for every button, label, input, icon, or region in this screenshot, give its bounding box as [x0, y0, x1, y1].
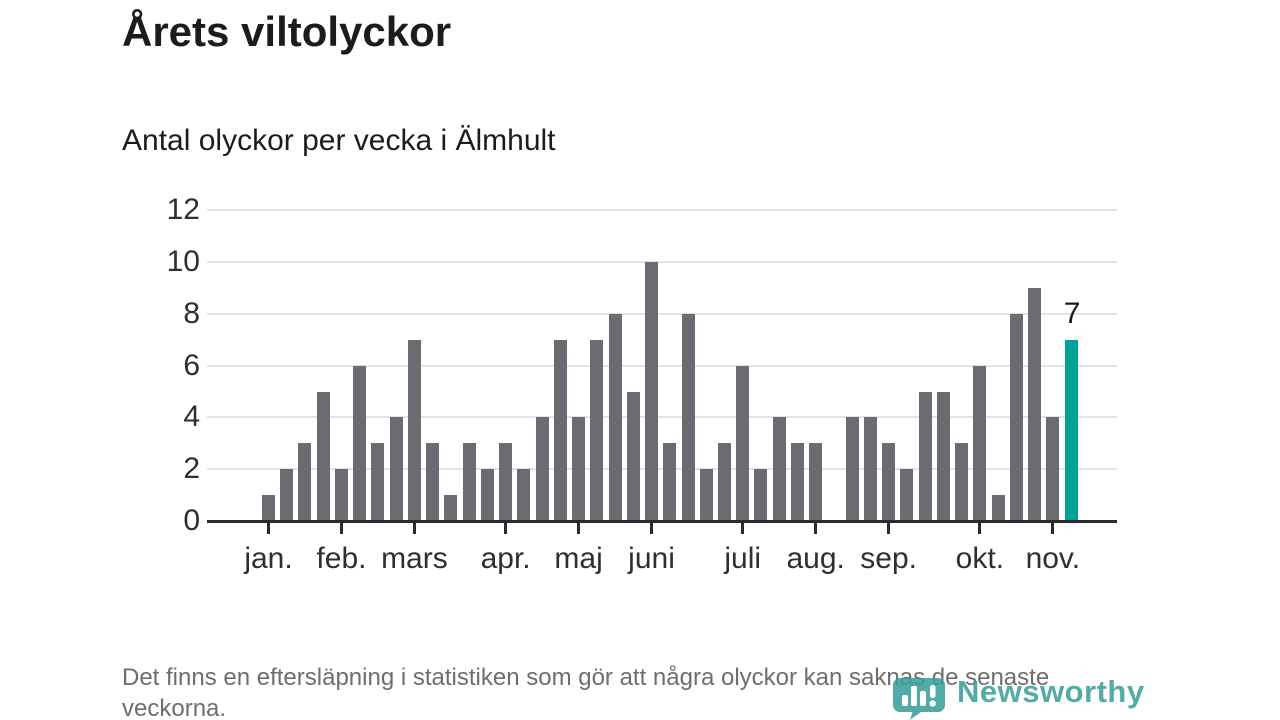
- gridline-12: [207, 209, 1117, 212]
- bar-week-31: [809, 443, 823, 521]
- bar-week-37: [918, 391, 932, 521]
- gridline-4: [207, 416, 1117, 419]
- x-axis-label-okt: okt.: [955, 542, 1005, 575]
- bar-week-9: [407, 339, 421, 521]
- y-axis-label-2: 2: [183, 452, 200, 486]
- bar-week-42: [1009, 313, 1023, 521]
- bar-week-39: [955, 443, 969, 521]
- gridline-6: [207, 364, 1117, 367]
- x-axis-label-sep: sep.: [860, 542, 918, 575]
- x-axis-tick-apr: [504, 523, 508, 534]
- bar-week-38: [936, 391, 950, 521]
- x-axis-tick-feb: [339, 523, 343, 534]
- bar-week-16: [535, 417, 549, 521]
- bar-week-10: [426, 443, 440, 521]
- x-axis-line: [207, 520, 1117, 523]
- x-axis-label-jan: jan.: [244, 542, 293, 575]
- bar-week-40: [973, 365, 987, 521]
- chart-subtitle: Antal olyckor per vecka i Älmhult: [122, 124, 556, 157]
- y-axis-label-10: 10: [166, 245, 200, 278]
- bar-week-22: [645, 262, 659, 521]
- bar-week-35: [882, 443, 896, 521]
- gridline-10: [207, 261, 1117, 263]
- bar-week-17: [553, 339, 567, 521]
- x-axis-tick-maj: [577, 523, 581, 534]
- y-axis-label-12: 12: [166, 193, 200, 227]
- bar-week-25: [699, 469, 713, 521]
- bar-week-34: [863, 417, 877, 521]
- x-axis-tick-juni: [650, 523, 654, 534]
- x-axis-tick-nov: [1051, 523, 1055, 534]
- bar-week-2: [280, 469, 294, 521]
- x-axis-label-juni: juni: [628, 542, 675, 575]
- last-bar-value-label: 7: [1063, 296, 1081, 330]
- bar-week-43: [1028, 287, 1042, 521]
- bar-week-4: [316, 391, 330, 521]
- bar-week-13: [480, 469, 494, 521]
- bar-week-24: [681, 313, 695, 521]
- y-axis-label-0: 0: [183, 504, 200, 537]
- bar-week-41: [991, 495, 1005, 521]
- bar-week-45: [1064, 339, 1078, 521]
- bar-week-30: [790, 443, 804, 521]
- bar-week-6: [353, 365, 367, 521]
- bar-week-20: [608, 313, 622, 521]
- y-axis-label-8: 8: [183, 296, 200, 330]
- bar-week-5: [334, 469, 348, 521]
- x-axis-tick-mars: [412, 523, 416, 534]
- page-title: Årets viltolyckor: [122, 8, 452, 55]
- x-axis-tick-jan: [267, 523, 270, 534]
- x-axis-label-nov: nov.: [1025, 542, 1081, 575]
- newsworthy-logo: Newsworthy: [893, 674, 1145, 720]
- x-axis-label-apr: apr.: [480, 542, 531, 575]
- x-axis-tick-aug: [814, 523, 818, 534]
- bar-week-7: [371, 443, 385, 521]
- bar-week-26: [718, 443, 731, 521]
- bar-week-33: [845, 417, 859, 521]
- bar-week-3: [298, 443, 312, 521]
- x-axis-label-maj: maj: [554, 542, 603, 575]
- x-axis-label-juli: juli: [724, 542, 762, 575]
- bar-week-11: [444, 495, 458, 521]
- newsworthy-logo-icon: [893, 678, 945, 720]
- y-axis-label-6: 6: [183, 348, 200, 382]
- bar-week-1: [262, 495, 275, 521]
- x-axis-label-mars: mars: [381, 542, 448, 575]
- bar-week-44: [1046, 417, 1060, 521]
- x-axis-tick-juli: [741, 523, 745, 534]
- bar-week-29: [772, 417, 786, 521]
- bar-week-28: [754, 469, 768, 521]
- gridline-8: [207, 312, 1117, 315]
- bar-week-36: [900, 469, 914, 521]
- bar-week-12: [462, 443, 476, 521]
- gridline-2: [207, 468, 1117, 471]
- y-axis-label-4: 4: [183, 400, 200, 434]
- bar-week-14: [499, 443, 513, 521]
- bar-week-15: [517, 469, 531, 521]
- x-axis-tick-sep: [887, 523, 891, 534]
- x-axis-label-aug: aug.: [786, 542, 845, 575]
- bar-week-27: [736, 365, 750, 521]
- newsworthy-wordmark: Newsworthy: [957, 674, 1145, 709]
- bar-week-18: [572, 417, 586, 521]
- x-axis-tick-okt: [978, 523, 982, 534]
- bar-week-8: [389, 417, 403, 521]
- bar-week-23: [663, 443, 677, 521]
- bar-week-19: [590, 339, 604, 521]
- x-axis-label-feb: feb.: [316, 542, 367, 575]
- bar-week-21: [626, 391, 640, 521]
